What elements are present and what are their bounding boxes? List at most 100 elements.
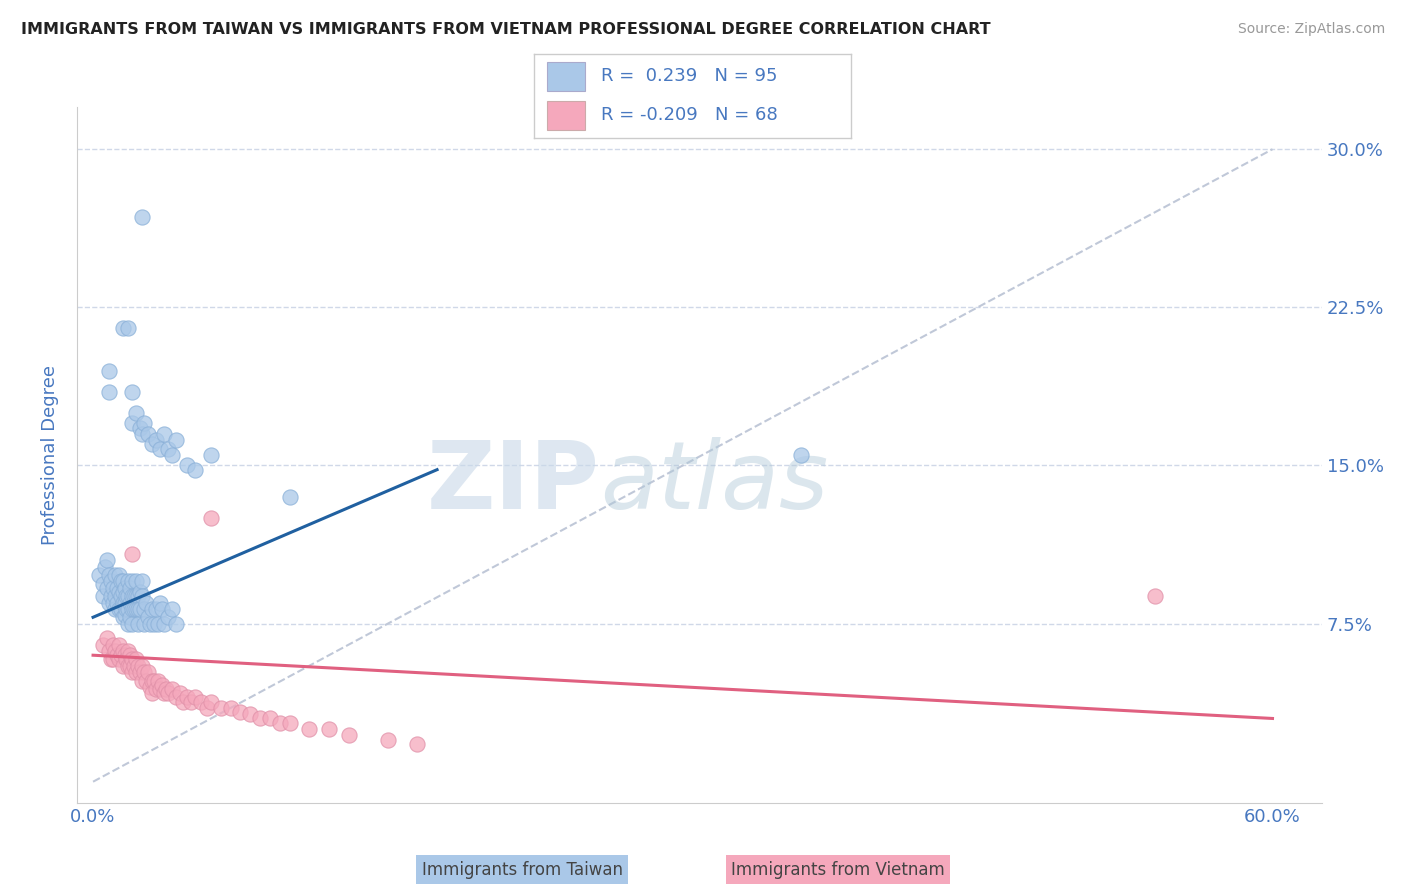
Point: [91, 638, 114, 652]
Point: [100, 589, 122, 603]
Point: [145, 681, 167, 696]
Point: [114, 581, 136, 595]
Point: [129, 665, 152, 679]
Point: [200, 511, 222, 525]
Point: [124, 602, 146, 616]
Point: [200, 448, 222, 462]
Point: [135, 673, 157, 688]
Point: [136, 426, 159, 441]
Point: [121, 652, 143, 666]
Point: [190, 695, 212, 709]
Point: [121, 665, 143, 679]
Point: [111, 610, 134, 624]
Point: [160, 681, 183, 696]
Point: [124, 589, 146, 603]
Point: [104, 568, 127, 582]
Point: [131, 589, 153, 603]
Point: [131, 658, 153, 673]
Point: [101, 652, 124, 666]
Point: [96, 632, 118, 646]
Point: [101, 638, 124, 652]
Point: [97, 568, 120, 582]
Point: [790, 448, 813, 462]
Point: [145, 602, 167, 616]
Point: [97, 363, 120, 377]
Point: [219, 701, 242, 715]
Point: [146, 616, 169, 631]
Point: [104, 602, 127, 616]
Point: [96, 553, 118, 567]
Point: [141, 437, 163, 451]
Point: [134, 602, 156, 616]
Point: [91, 589, 114, 603]
Point: [239, 707, 262, 722]
Point: [91, 576, 114, 591]
Point: [125, 589, 148, 603]
Point: [107, 638, 129, 652]
Point: [117, 616, 139, 631]
Point: [117, 589, 139, 603]
Text: R = -0.209   N = 68: R = -0.209 N = 68: [600, 106, 778, 124]
Point: [195, 701, 218, 715]
Point: [136, 610, 159, 624]
Point: [110, 648, 132, 663]
Point: [120, 610, 142, 624]
Point: [121, 417, 143, 431]
Point: [139, 616, 162, 631]
Point: [141, 686, 163, 700]
Point: [117, 602, 139, 616]
Point: [318, 722, 340, 736]
Point: [94, 559, 117, 574]
Point: [121, 547, 143, 561]
Point: [111, 658, 134, 673]
Point: [184, 690, 207, 705]
Point: [269, 715, 291, 730]
Point: [229, 705, 252, 719]
Point: [259, 711, 281, 725]
Text: Source: ZipAtlas.com: Source: ZipAtlas.com: [1237, 22, 1385, 37]
Point: [96, 581, 118, 595]
Point: [105, 581, 128, 595]
Text: Immigrants from Taiwan: Immigrants from Taiwan: [422, 861, 623, 879]
Point: [141, 602, 163, 616]
Point: [131, 574, 153, 589]
Point: [165, 616, 187, 631]
Point: [153, 616, 176, 631]
Point: [111, 644, 134, 658]
Point: [143, 673, 166, 688]
Point: [149, 595, 172, 609]
Point: [121, 602, 143, 616]
FancyBboxPatch shape: [547, 62, 585, 91]
Point: [121, 574, 143, 589]
Text: atlas: atlas: [600, 437, 828, 528]
Point: [111, 321, 134, 335]
Point: [114, 648, 136, 663]
Point: [249, 711, 271, 725]
Point: [165, 690, 187, 705]
Text: R =  0.239   N = 95: R = 0.239 N = 95: [600, 68, 778, 86]
Point: [149, 681, 172, 696]
Point: [176, 690, 198, 705]
Text: ZIP: ZIP: [427, 437, 600, 529]
Point: [120, 595, 142, 609]
Point: [377, 732, 399, 747]
Point: [100, 652, 122, 666]
Point: [131, 210, 153, 224]
Point: [406, 737, 429, 751]
Point: [110, 602, 132, 616]
Point: [155, 681, 177, 696]
Point: [127, 616, 149, 631]
Point: [107, 602, 129, 616]
Point: [156, 610, 179, 624]
Point: [131, 673, 153, 688]
Point: [134, 417, 156, 431]
Point: [121, 384, 143, 399]
Point: [131, 426, 153, 441]
Point: [127, 589, 149, 603]
Point: [134, 665, 156, 679]
Point: [107, 652, 129, 666]
Point: [134, 616, 156, 631]
Point: [153, 686, 176, 700]
Point: [1143, 589, 1166, 603]
Point: [176, 458, 198, 473]
